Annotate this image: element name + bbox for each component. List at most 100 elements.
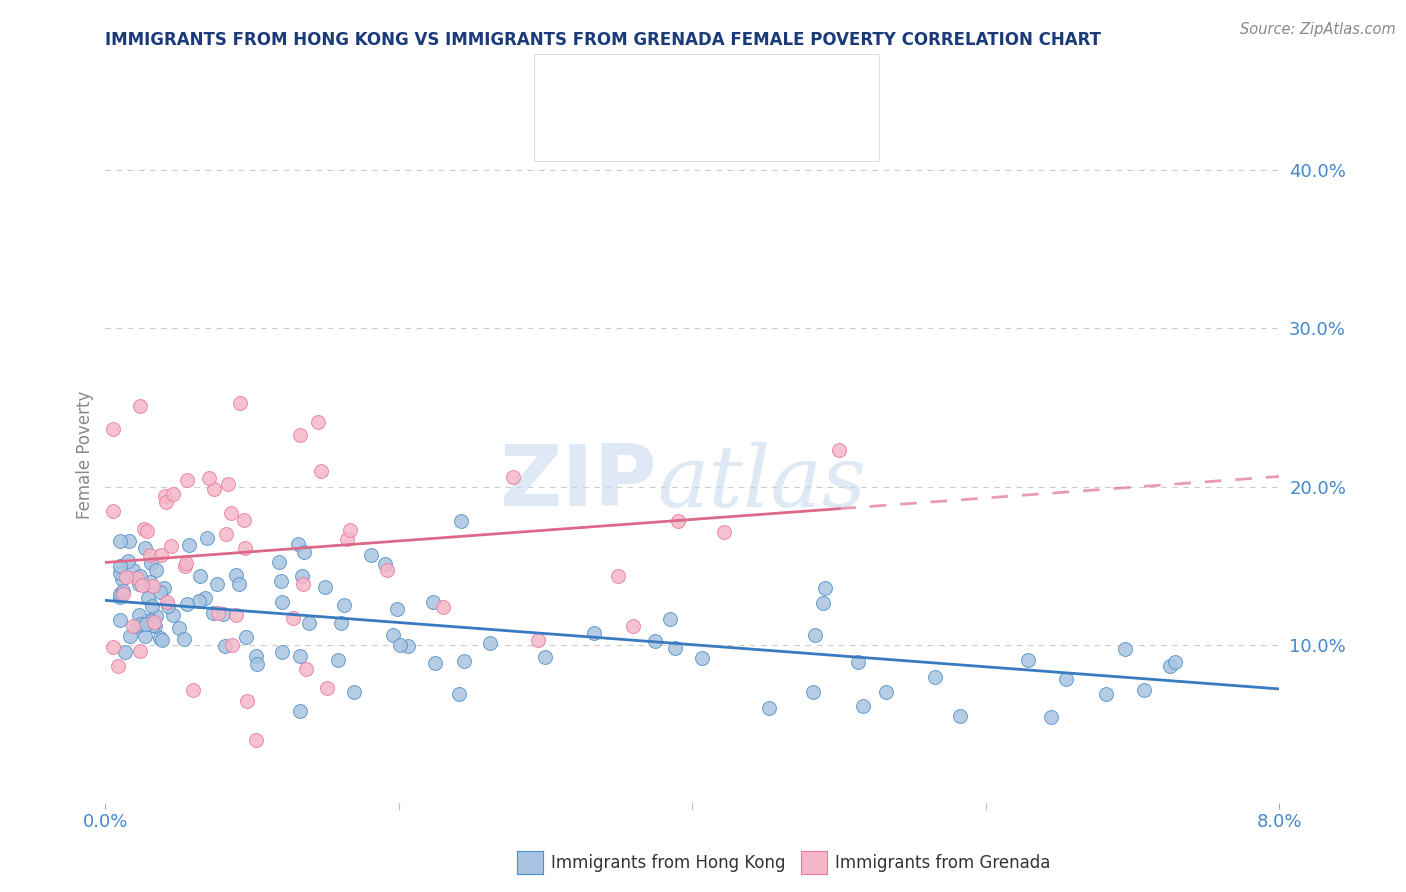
Point: [202, 482, 225, 496]
Point: [291, 569, 314, 583]
Point: [288, 704, 311, 718]
Point: [173, 632, 195, 646]
Text: Immigrants from Hong Kong: Immigrants from Hong Kong: [551, 854, 786, 871]
Point: [811, 596, 834, 610]
Point: [343, 684, 366, 698]
Point: [713, 525, 735, 540]
Point: [174, 559, 197, 574]
Point: [1133, 682, 1156, 697]
Point: [127, 618, 149, 632]
Point: [225, 567, 247, 582]
Point: [1095, 687, 1118, 701]
Point: [155, 595, 177, 609]
Point: [1159, 659, 1181, 673]
Point: [188, 568, 211, 582]
Point: [288, 428, 311, 442]
Point: [288, 648, 311, 663]
Point: [142, 579, 165, 593]
Point: [583, 625, 606, 640]
Point: [195, 531, 218, 545]
Point: [396, 639, 419, 653]
Text: R =: R =: [585, 75, 624, 93]
Point: [333, 598, 356, 612]
Point: [1039, 710, 1062, 724]
Text: N =: N =: [686, 125, 725, 143]
Point: [142, 615, 165, 630]
Point: [187, 594, 209, 608]
Text: atlas: atlas: [657, 442, 866, 524]
Point: [132, 522, 155, 536]
Point: [339, 524, 361, 538]
Point: [198, 470, 221, 484]
Point: [328, 653, 350, 667]
Point: [176, 597, 198, 611]
Point: [128, 568, 150, 582]
Point: [135, 616, 157, 631]
Point: [246, 657, 269, 671]
Point: [138, 575, 160, 590]
Point: [108, 566, 131, 580]
Point: [803, 685, 825, 699]
Point: [155, 495, 177, 509]
Point: [108, 587, 131, 601]
Text: Source: ZipAtlas.com: Source: ZipAtlas.com: [1240, 22, 1396, 37]
Point: [176, 473, 198, 487]
Point: [422, 595, 444, 609]
Point: [232, 513, 254, 527]
Point: [1054, 673, 1077, 687]
Point: [122, 562, 145, 576]
Point: [139, 556, 162, 570]
Point: [385, 602, 408, 616]
Point: [479, 635, 502, 649]
Point: [111, 572, 134, 586]
Point: [121, 619, 143, 633]
Point: [134, 629, 156, 643]
Point: [309, 464, 332, 478]
Point: [176, 556, 198, 570]
Point: [360, 548, 382, 562]
Point: [287, 537, 309, 551]
Point: [270, 574, 292, 588]
Point: [159, 539, 181, 553]
Point: [447, 687, 470, 701]
Point: [852, 699, 875, 714]
Point: [292, 544, 315, 558]
Point: [228, 576, 250, 591]
Point: [221, 506, 243, 520]
Point: [269, 556, 291, 570]
Point: [128, 576, 150, 591]
Point: [101, 504, 124, 518]
Point: [664, 640, 686, 655]
Point: [177, 537, 200, 551]
Point: [307, 415, 329, 429]
Point: [129, 643, 152, 657]
Point: [138, 613, 160, 627]
Point: [804, 628, 827, 642]
Point: [1164, 655, 1187, 669]
Point: [644, 633, 666, 648]
Point: [201, 606, 224, 620]
Point: [107, 658, 129, 673]
Point: [233, 541, 256, 556]
Point: [297, 615, 319, 630]
Point: [112, 584, 135, 599]
Point: [128, 607, 150, 622]
Point: [115, 570, 138, 584]
Point: [621, 619, 644, 633]
Point: [382, 628, 405, 642]
Point: [194, 591, 217, 606]
Point: [225, 608, 247, 623]
Point: [245, 648, 267, 663]
Point: [534, 649, 557, 664]
Point: [142, 617, 165, 632]
Point: [143, 618, 166, 632]
Point: [949, 708, 972, 723]
Point: [453, 654, 475, 668]
Point: [131, 578, 153, 592]
Point: [758, 700, 780, 714]
Point: [423, 656, 446, 670]
Point: [136, 591, 159, 606]
Point: [502, 469, 524, 483]
Point: [101, 640, 124, 654]
Point: [388, 638, 411, 652]
